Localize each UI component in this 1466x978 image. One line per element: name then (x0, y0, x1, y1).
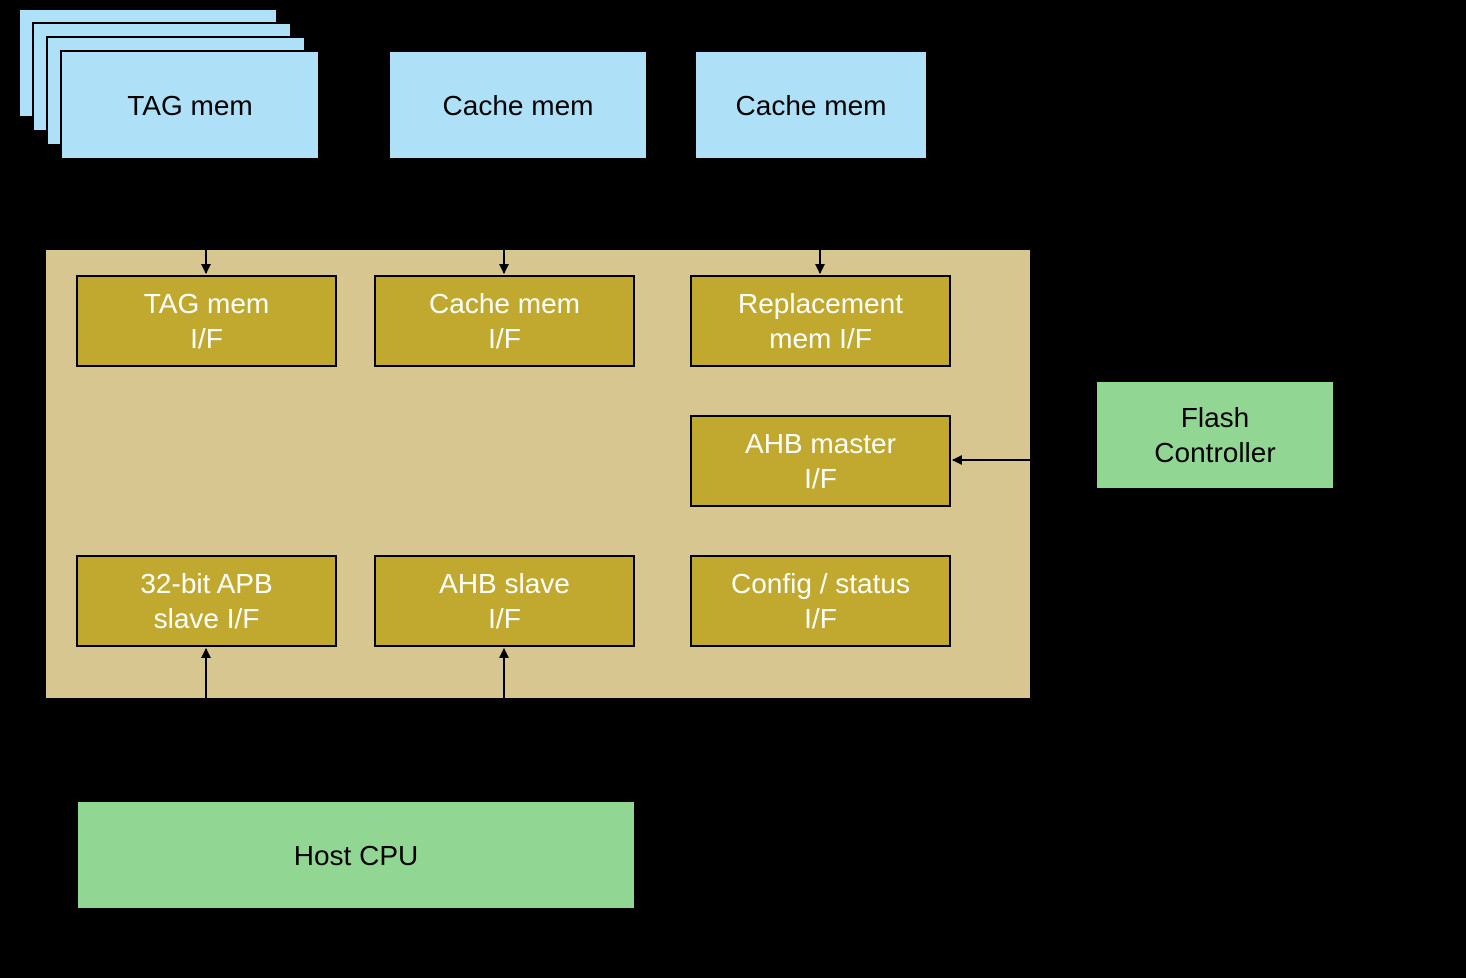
tag-mem-if-box: TAG mem I/F (76, 275, 337, 367)
ahb-master-if-label: AHB master I/F (745, 426, 896, 496)
apb-slave-if-label: 32-bit APB slave I/F (140, 566, 272, 636)
cache-mem-if-box: Cache mem I/F (374, 275, 635, 367)
replacement-if-label: Replacement mem I/F (738, 286, 903, 356)
cache-mem-if-label: Cache mem I/F (429, 286, 580, 356)
flash-controller-label: Flash Controller (1154, 400, 1275, 470)
host-cpu-box: Host CPU (76, 800, 636, 910)
flash-controller-box: Flash Controller (1095, 380, 1335, 490)
tag-mem-label: TAG mem (127, 88, 252, 123)
cache-mem-box-1: Cache mem (388, 50, 648, 160)
config-status-if-box: Config / status I/F (690, 555, 951, 647)
cache-mem-2-label: Cache mem (736, 88, 887, 123)
replacement-mem-if-box: Replacement mem I/F (690, 275, 951, 367)
cache-mem-box-2: Cache mem (694, 50, 928, 160)
ahb-master-if-box: AHB master I/F (690, 415, 951, 507)
config-status-if-label: Config / status I/F (731, 566, 910, 636)
cache-mem-1-label: Cache mem (443, 88, 594, 123)
ahb-slave-if-label: AHB slave I/F (439, 566, 570, 636)
apb-slave-if-box: 32-bit APB slave I/F (76, 555, 337, 647)
tag-mem-if-label: TAG mem I/F (144, 286, 269, 356)
host-cpu-label: Host CPU (294, 838, 418, 873)
tag-mem-box: TAG mem (60, 50, 320, 160)
ahb-slave-if-box: AHB slave I/F (374, 555, 635, 647)
